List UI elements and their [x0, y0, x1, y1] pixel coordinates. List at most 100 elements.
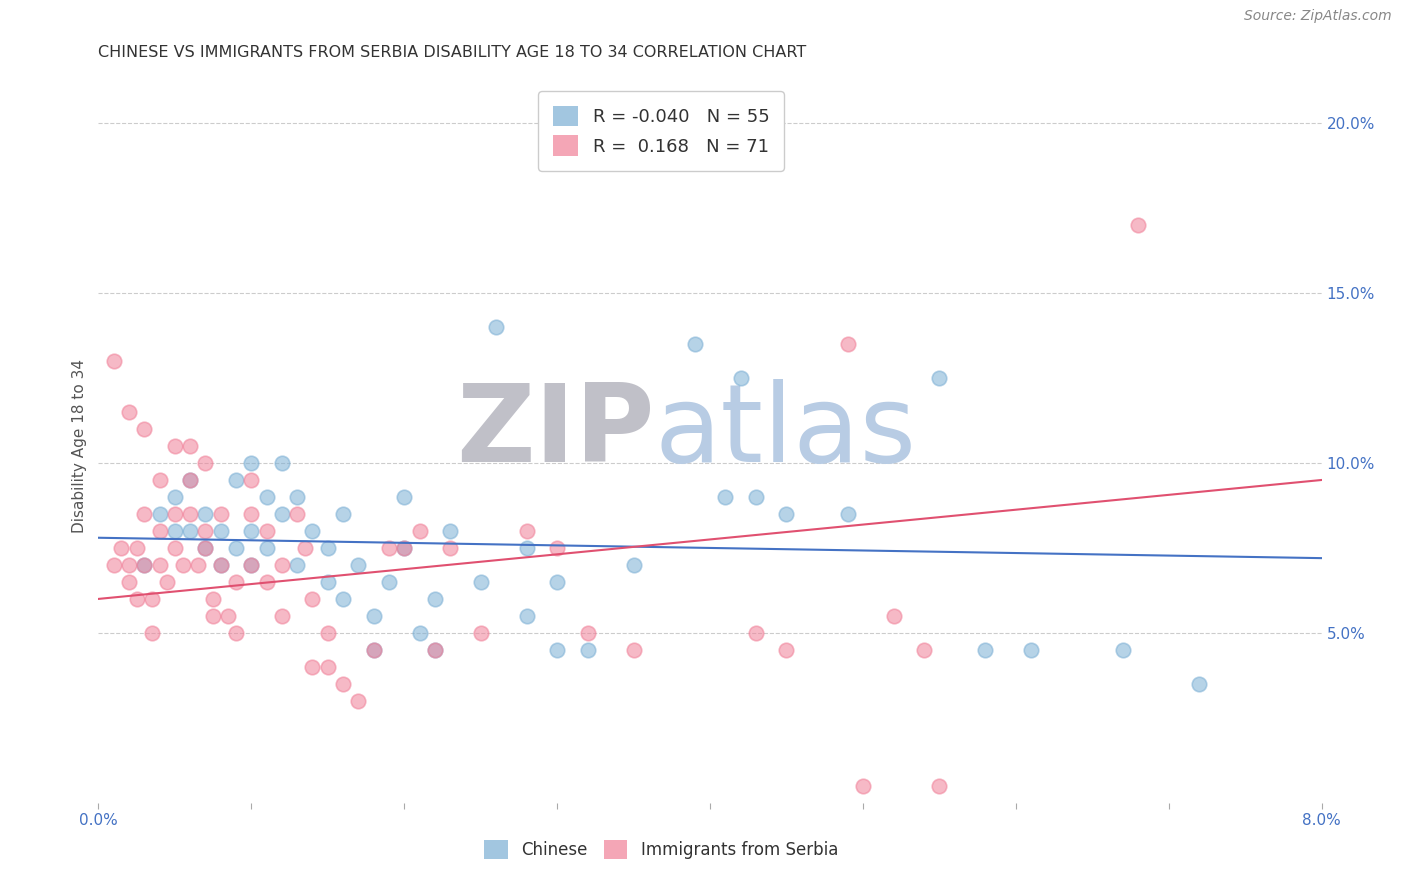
- Point: [149, 558, 172, 572]
- Point: [576, 643, 599, 657]
- Point: [118, 558, 141, 572]
- Point: [270, 507, 294, 521]
- Point: [683, 337, 706, 351]
- Point: [240, 507, 263, 521]
- Point: [392, 541, 416, 555]
- Point: [163, 507, 186, 521]
- Point: [256, 490, 278, 504]
- Point: [623, 643, 645, 657]
- Point: [576, 626, 599, 640]
- Point: [423, 643, 446, 657]
- Point: [179, 524, 201, 538]
- Point: [294, 541, 316, 555]
- Point: [256, 574, 278, 589]
- Point: [378, 541, 401, 555]
- Point: [163, 439, 186, 453]
- Point: [515, 608, 537, 623]
- Point: [423, 643, 446, 657]
- Point: [974, 643, 997, 657]
- Point: [515, 541, 537, 555]
- Point: [179, 439, 201, 453]
- Point: [194, 507, 217, 521]
- Point: [225, 574, 247, 589]
- Point: [1019, 643, 1042, 657]
- Point: [202, 591, 225, 606]
- Point: [240, 473, 263, 487]
- Point: [163, 490, 186, 504]
- Point: [378, 574, 401, 589]
- Point: [485, 320, 508, 334]
- Point: [470, 626, 492, 640]
- Point: [225, 473, 247, 487]
- Text: CHINESE VS IMMIGRANTS FROM SERBIA DISABILITY AGE 18 TO 34 CORRELATION CHART: CHINESE VS IMMIGRANTS FROM SERBIA DISABI…: [98, 45, 807, 60]
- Point: [423, 591, 446, 606]
- Point: [134, 507, 156, 521]
- Point: [837, 507, 859, 521]
- Point: [546, 643, 568, 657]
- Point: [156, 574, 179, 589]
- Point: [149, 524, 172, 538]
- Point: [209, 507, 232, 521]
- Point: [546, 574, 568, 589]
- Point: [363, 643, 385, 657]
- Point: [439, 541, 461, 555]
- Point: [240, 524, 263, 538]
- Point: [134, 422, 156, 436]
- Point: [408, 626, 430, 640]
- Point: [172, 558, 194, 572]
- Point: [1188, 677, 1211, 691]
- Point: [163, 524, 186, 538]
- Point: [745, 490, 768, 504]
- Point: [209, 558, 232, 572]
- Point: [118, 574, 141, 589]
- Point: [194, 541, 217, 555]
- Point: [408, 524, 430, 538]
- Point: [301, 591, 323, 606]
- Text: atlas: atlas: [655, 379, 917, 484]
- Point: [912, 643, 935, 657]
- Text: Source: ZipAtlas.com: Source: ZipAtlas.com: [1244, 9, 1392, 23]
- Point: [134, 558, 156, 572]
- Point: [392, 490, 416, 504]
- Point: [837, 337, 859, 351]
- Point: [1112, 643, 1135, 657]
- Point: [775, 507, 797, 521]
- Point: [110, 541, 132, 555]
- Point: [103, 354, 125, 368]
- Point: [301, 524, 323, 538]
- Point: [256, 524, 278, 538]
- Point: [928, 371, 950, 385]
- Point: [225, 541, 247, 555]
- Point: [209, 524, 232, 538]
- Point: [187, 558, 209, 572]
- Point: [125, 591, 148, 606]
- Point: [285, 507, 308, 521]
- Point: [194, 541, 217, 555]
- Point: [270, 456, 294, 470]
- Point: [103, 558, 125, 572]
- Point: [141, 591, 163, 606]
- Point: [179, 473, 201, 487]
- Point: [316, 574, 339, 589]
- Point: [1128, 218, 1150, 232]
- Point: [209, 558, 232, 572]
- Point: [316, 626, 339, 640]
- Point: [270, 558, 294, 572]
- Point: [392, 541, 416, 555]
- Y-axis label: Disability Age 18 to 34: Disability Age 18 to 34: [72, 359, 87, 533]
- Point: [149, 507, 172, 521]
- Point: [240, 558, 263, 572]
- Point: [256, 541, 278, 555]
- Point: [363, 643, 385, 657]
- Text: ZIP: ZIP: [457, 379, 655, 484]
- Point: [775, 643, 797, 657]
- Point: [332, 507, 354, 521]
- Point: [852, 779, 875, 793]
- Point: [439, 524, 461, 538]
- Point: [347, 558, 370, 572]
- Point: [270, 608, 294, 623]
- Point: [194, 456, 217, 470]
- Point: [301, 660, 323, 674]
- Point: [125, 541, 148, 555]
- Point: [316, 541, 339, 555]
